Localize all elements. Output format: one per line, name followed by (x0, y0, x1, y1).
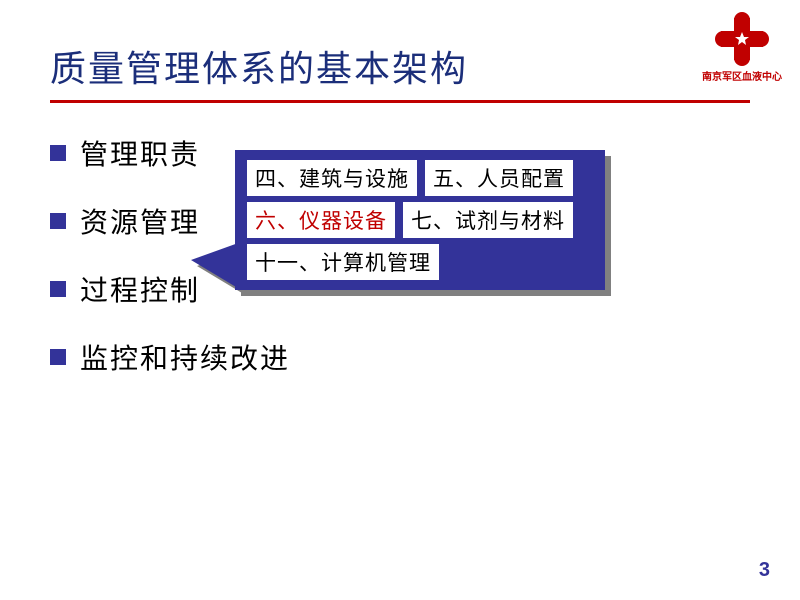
bullet-text: 监控和持续改进 (80, 337, 290, 377)
callout-tail-icon (191, 242, 241, 290)
slide: 南京军区血液中心 质量管理体系的基本架构 管理职责 资源管理 过程控制 监控和持… (0, 0, 800, 600)
bullet-text: 管理职责 (80, 133, 200, 173)
callout-pill: 十一、计算机管理 (247, 244, 439, 280)
bullet-text: 资源管理 (80, 201, 200, 241)
org-logo: 南京军区血液中心 (702, 12, 782, 83)
callout-row: 四、建筑与设施 五、人员配置 (247, 160, 593, 196)
logo-icon (715, 12, 769, 66)
callout: 四、建筑与设施 五、人员配置 六、仪器设备 七、试剂与材料 十一、计算机管理 (235, 150, 605, 290)
callout-row: 六、仪器设备 七、试剂与材料 (247, 202, 593, 238)
bullet-item: 监控和持续改进 (50, 337, 750, 377)
callout-pill: 七、试剂与材料 (403, 202, 573, 238)
callout-pill-highlight: 六、仪器设备 (247, 202, 395, 238)
callout-pill: 四、建筑与设施 (247, 160, 417, 196)
title-underline (50, 100, 750, 103)
slide-title: 质量管理体系的基本架构 (50, 40, 750, 92)
callout-box: 四、建筑与设施 五、人员配置 六、仪器设备 七、试剂与材料 十一、计算机管理 (235, 150, 605, 290)
bullet-text: 过程控制 (80, 269, 200, 309)
bullet-marker-icon (50, 213, 66, 229)
callout-pill: 五、人员配置 (425, 160, 573, 196)
bullet-marker-icon (50, 281, 66, 297)
callout-row: 十一、计算机管理 (247, 244, 593, 280)
logo-text: 南京军区血液中心 (702, 68, 782, 83)
bullet-marker-icon (50, 349, 66, 365)
page-number: 3 (759, 559, 770, 582)
bullet-marker-icon (50, 145, 66, 161)
